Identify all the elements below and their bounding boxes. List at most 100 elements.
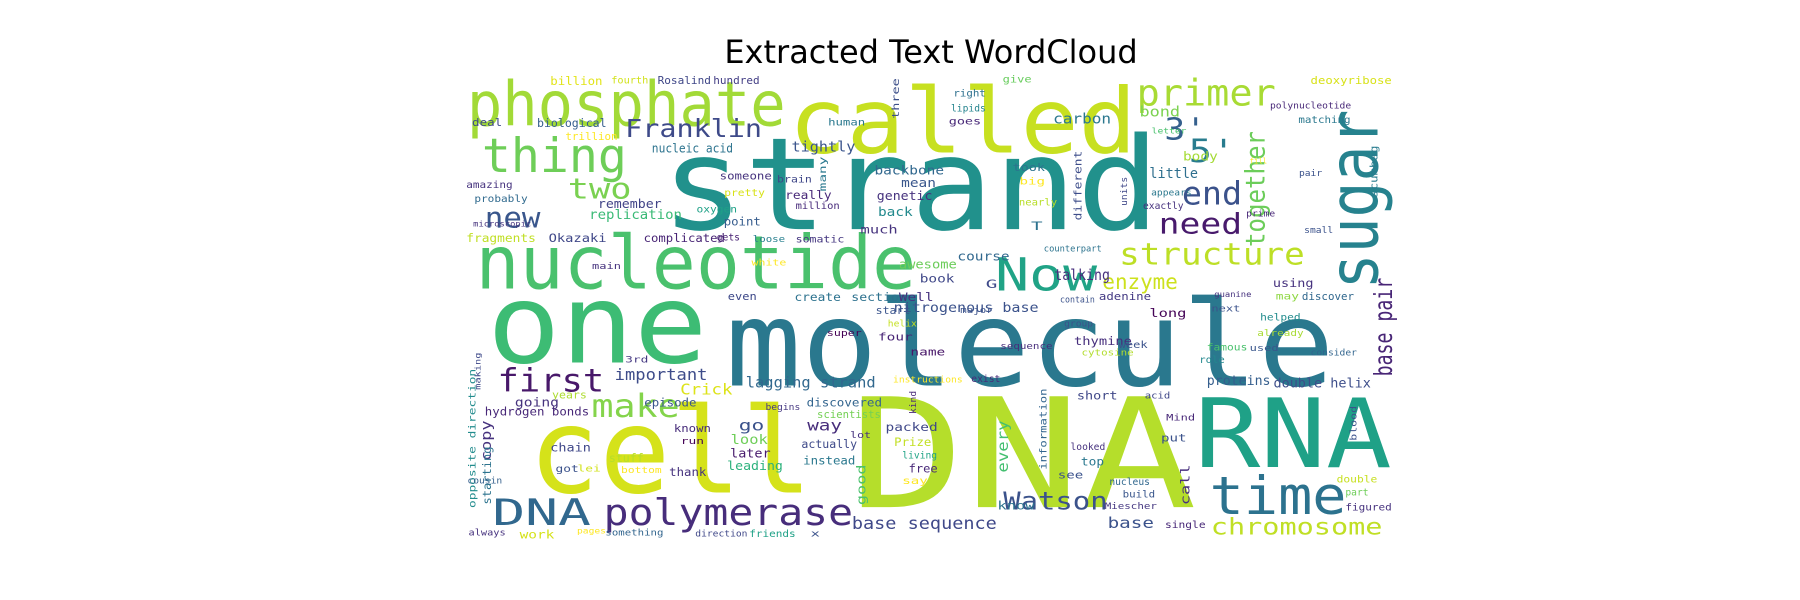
word: short [1077,388,1118,402]
word: chromosome [1211,515,1383,541]
word: talking [1054,266,1110,284]
word: information [1038,389,1049,470]
word: tightly [792,139,856,155]
word: deal [472,117,502,129]
word: fill [1250,157,1267,166]
word: Crick [680,381,732,399]
word: need [1159,207,1243,240]
word: important [615,365,708,384]
word: brain [777,174,812,185]
word: polymerase [604,491,853,534]
word: work [520,528,555,542]
word: deoxyribose [1311,75,1392,87]
word: lipids [951,104,986,115]
word: pair [1299,169,1322,179]
word: nucleotide [476,220,917,306]
word: nucleic acid [652,141,733,155]
word: call [1178,464,1192,505]
word: exist [971,374,1000,385]
word: course [957,249,1009,263]
word: create [794,290,841,304]
word: famous [1207,342,1248,353]
word: give [1003,75,1032,86]
word: using [1273,276,1314,290]
word: always [469,529,506,539]
word: name [910,347,945,359]
word: two [568,173,632,206]
word: lei [578,465,601,475]
word: complicated [644,231,725,245]
word: replication [589,208,682,223]
word: direction [695,530,747,540]
word: phosphate [467,68,786,140]
word: polynucleotide [1270,102,1351,112]
word: free [909,462,938,476]
word: nitrogenous base [894,301,1039,316]
word: 3' [1164,112,1206,147]
word: different [1073,151,1085,221]
word: starting [480,447,494,505]
word: cell [528,383,812,521]
word: kind [909,391,919,414]
word: pretty [724,188,765,199]
word: somatic [796,235,845,246]
word: thing [482,129,627,184]
word: leading [727,459,783,473]
word: adenine [1099,291,1151,303]
word: someone [720,170,772,182]
word: later [730,446,771,460]
word: 5' [1189,132,1235,170]
word: double [1337,475,1378,486]
word: cousin [467,476,502,486]
word: major [960,306,992,316]
word: time [1210,466,1347,527]
word: base sequence [852,514,997,534]
word: gets [717,232,740,243]
word: opposite direction [468,369,479,508]
word: discovered [807,395,882,409]
word: big [1019,177,1045,188]
word: blood [1350,406,1360,441]
word: hundred [713,75,759,87]
word: begins [765,403,800,413]
word: one [487,261,707,389]
word: may [1276,291,1300,302]
word: guanine [1214,290,1252,299]
word: DNA [492,491,591,534]
word: human [828,117,865,128]
word: 3rd [625,356,648,366]
word: Now [995,248,1098,301]
word: loose [753,235,785,245]
word: matching [1298,115,1350,126]
word: end [1182,175,1242,213]
word: thymine [1074,334,1132,348]
word: figured [1345,502,1391,513]
word: counterpart [1044,244,1102,254]
word: scumbag [1368,146,1380,198]
word: run [681,437,704,447]
word: chain [550,441,591,455]
word: sequence [1000,342,1052,352]
word: single [1165,520,1206,531]
word: next [1211,305,1240,315]
word: top [1081,455,1104,469]
word: Okazaki [549,231,607,245]
word: making [473,353,482,390]
word: T [1031,219,1043,233]
word: oxygen [696,204,737,215]
word: group [1064,320,1093,330]
word: Miescher [1105,502,1157,512]
word: mean [901,176,936,190]
word: molecule [725,277,1334,415]
word: little [1149,166,1198,182]
word: book [920,271,955,285]
word: much [861,223,898,237]
word: backbone [874,163,944,177]
word: know [997,499,1034,513]
word: three [891,78,902,119]
word: main [592,262,621,272]
word: carbon [1053,111,1111,127]
word: prime [1246,210,1275,220]
word: good [855,464,869,505]
